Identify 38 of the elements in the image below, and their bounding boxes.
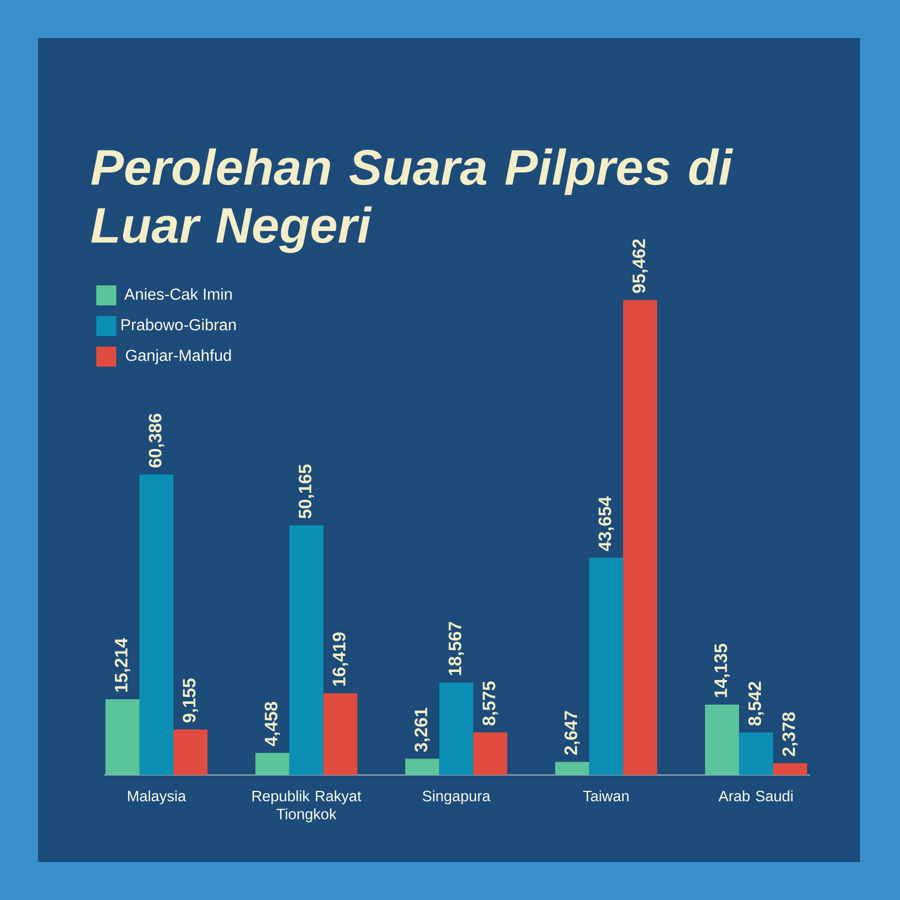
data-label: 4,458: [264, 702, 280, 746]
data-label: 2,378: [782, 712, 798, 756]
x-tick-label: Arab Saudi: [718, 790, 793, 802]
data-label: 8,542: [748, 682, 764, 726]
bar: [589, 558, 624, 776]
bar: [473, 732, 508, 776]
bar: [289, 525, 324, 776]
data-label: 60,386: [148, 414, 164, 468]
data-label: 3,261: [414, 708, 430, 752]
bar: [439, 682, 474, 776]
bar: [555, 762, 590, 776]
bar: [773, 763, 808, 776]
data-label: 15,214: [114, 638, 130, 692]
legend-label: Ganjar-Mahfud: [126, 349, 231, 364]
x-tick-label: Republik Rakyat Tiongkok: [252, 790, 362, 822]
bar: [139, 474, 174, 776]
data-label: 18,567: [448, 622, 464, 676]
data-label: 16,419: [332, 632, 348, 686]
data-label: 50,165: [298, 464, 314, 518]
x-tick-label: Singapura: [422, 790, 490, 804]
bar: [173, 729, 208, 776]
bar: [323, 693, 358, 776]
bar: [105, 699, 140, 776]
data-label: 2,647: [564, 711, 580, 755]
bar: [405, 758, 440, 776]
data-label: 9,155: [182, 678, 198, 722]
data-label: 14,135: [714, 644, 730, 698]
legend-label: Anies-Cak Imin: [124, 288, 232, 300]
data-label: 43,654: [598, 496, 614, 552]
x-tick-label: Taiwan: [583, 790, 629, 802]
legend-label: Prabowo-Gibran: [122, 318, 236, 330]
bar: [255, 752, 290, 776]
bar: [705, 704, 740, 776]
data-label: 95,462: [632, 239, 648, 293]
bar: [739, 732, 774, 776]
bar: [623, 300, 658, 776]
x-tick-label: Malaysia: [128, 790, 186, 804]
data-label: 8,575: [482, 681, 498, 726]
